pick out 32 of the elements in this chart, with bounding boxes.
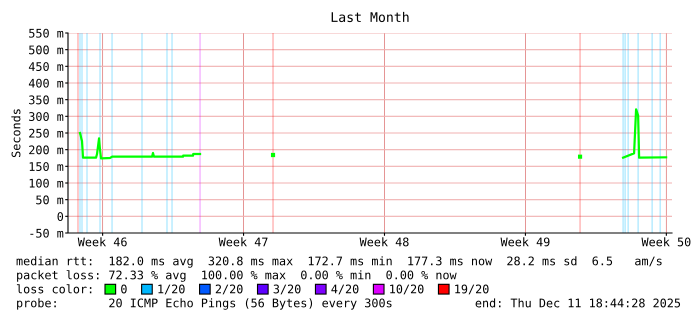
y-tick-label: 250 m <box>29 128 64 138</box>
legend-label: 19/20 <box>455 284 489 294</box>
y-tick-label: 350 m <box>29 95 64 104</box>
legend-label: 4/20 <box>331 284 358 294</box>
legend-label: 1/20 <box>158 284 185 294</box>
text: loss color: <box>16 284 92 294</box>
y-tick-label: 50 m <box>36 195 64 204</box>
y-tick-label: 300 m <box>29 112 64 122</box>
y-tick-label: 550 m <box>29 28 64 38</box>
y-tick-label: 400 m <box>28 78 64 88</box>
text: packet loss: 72.33 % avg 100.00 % max 0.00 % min 0.00 % now <box>17 270 457 282</box>
x-tick-label: Week 48 <box>360 237 409 246</box>
legend-label: 3/20 <box>274 284 301 294</box>
y-tick-label: 150 m <box>30 162 64 172</box>
x-tick-label: Week 46 <box>78 237 127 246</box>
chart-title: Last Month <box>332 12 409 22</box>
text: median rtt: 182.0 ms avg 320.8 ms max 172.7 ms min 177.3 ms now 28.2 ms sd 6.5 am/s <box>16 256 662 268</box>
y-tick-label: 0 <box>57 212 64 222</box>
x-tick-label: Week 50 <box>641 237 690 246</box>
y-axis-title: Seconds <box>11 109 20 158</box>
y-tick-label: 100 m <box>30 178 64 188</box>
x-tick-label: Week 49 <box>500 237 550 246</box>
x-tick-label: Week 47 <box>218 237 268 246</box>
legend-label: 0 <box>121 284 127 294</box>
legend-label: 10/20 <box>390 284 424 294</box>
legend-label: 2/20 <box>216 284 243 294</box>
y-tick-label: -50 m <box>30 228 64 238</box>
y-tick-label: 500 m <box>29 45 64 54</box>
y-tick-label: 450 m <box>28 62 64 72</box>
text: probe: 20 ICMP Echo Pings (56 Bytes) every 300s <box>17 298 392 310</box>
y-tick-label: 200 m <box>29 145 64 154</box>
text: end: Thu Dec 11 18:44:28 2025 <box>476 298 680 308</box>
